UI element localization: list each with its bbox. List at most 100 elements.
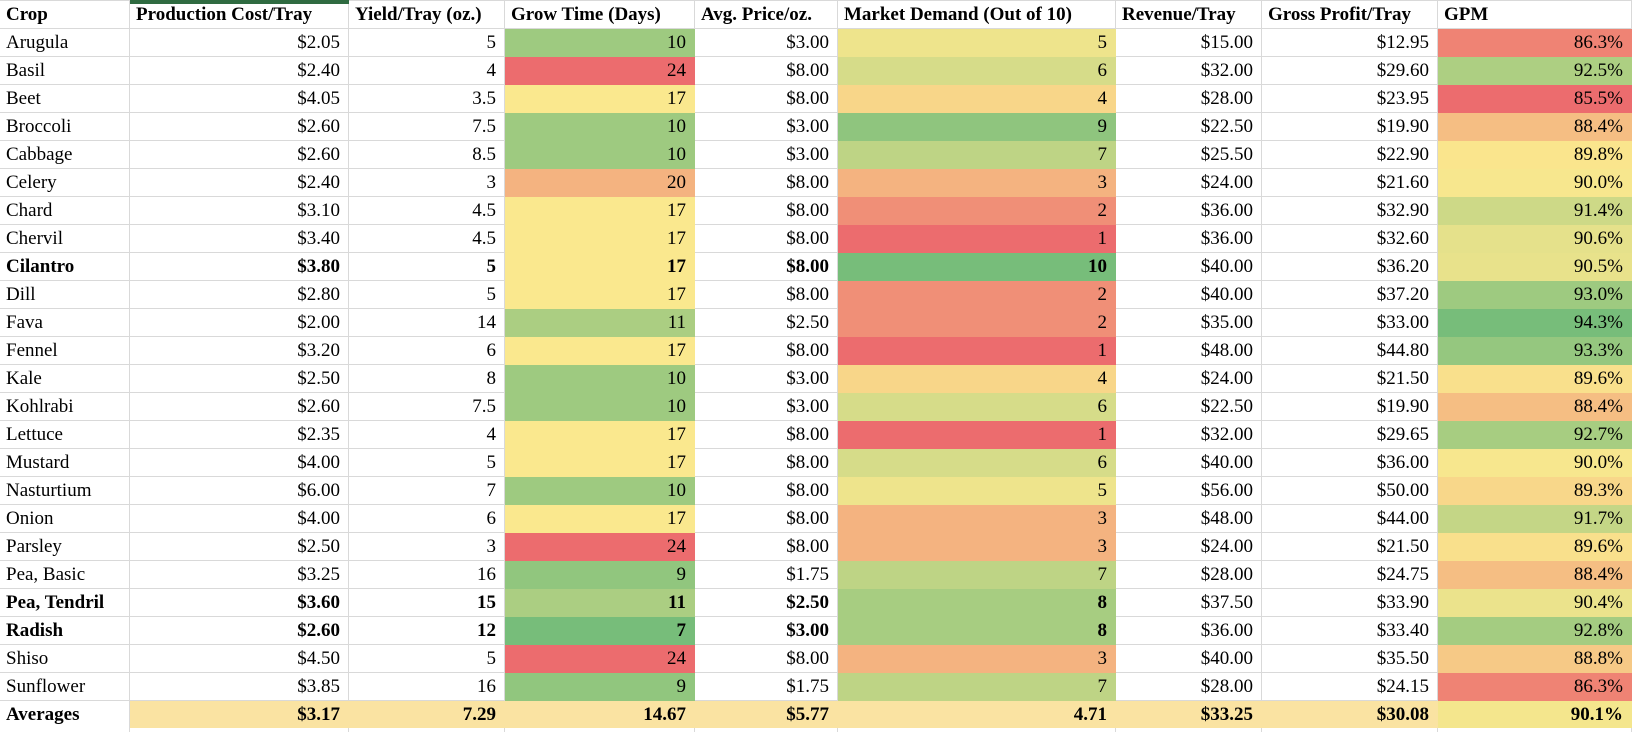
cell-revenue[interactable]: $56.00 [1116,477,1262,505]
cell-crop[interactable]: Cabbage [0,141,130,169]
cell-cost[interactable]: $3.60 [130,589,349,617]
column-header-cost[interactable]: Production Cost/Tray [130,0,349,29]
cell-profit[interactable]: $44.80 [1262,337,1438,365]
cell-gpm[interactable]: 88.4% [1438,393,1632,421]
cell-crop[interactable]: Nasturtium [0,477,130,505]
cell-price[interactable]: $8.00 [695,225,838,253]
cell-price[interactable]: $3.00 [695,393,838,421]
cell-cost[interactable]: $4.05 [130,85,349,113]
cell-price[interactable]: $8.00 [695,85,838,113]
cell-yield[interactable]: 6 [349,337,505,365]
cell-grow[interactable]: 10 [505,141,695,169]
cell-gpm[interactable]: 93.3% [1438,337,1632,365]
cell-revenue[interactable]: $36.00 [1116,197,1262,225]
cell-cost[interactable]: $2.60 [130,113,349,141]
cell-price[interactable]: $8.00 [695,533,838,561]
cell-yield[interactable]: 4 [349,421,505,449]
cell-price[interactable]: $3.00 [695,29,838,57]
cell-crop[interactable]: Pea, Basic [0,561,130,589]
cell-grow[interactable]: 17 [505,197,695,225]
cell-grow[interactable]: 10 [505,113,695,141]
cell-profit[interactable]: $22.90 [1262,141,1438,169]
cell-yield[interactable]: 3 [349,533,505,561]
cell-profit[interactable]: $24.75 [1262,561,1438,589]
cell-demand[interactable]: 3 [838,505,1116,533]
cell-yield[interactable]: 5 [349,449,505,477]
cell-yield[interactable]: 6 [349,505,505,533]
cell-crop[interactable]: Fava [0,309,130,337]
cell-price[interactable]: $8.00 [695,421,838,449]
cell-gpm[interactable]: 89.3% [1438,477,1632,505]
cell-cost[interactable]: $2.60 [130,617,349,645]
cell-revenue[interactable]: $32.00 [1116,57,1262,85]
cell-grow[interactable]: 17 [505,253,695,281]
cell-yield[interactable]: 5 [349,29,505,57]
cell-yield[interactable]: 15 [349,589,505,617]
cell-yield[interactable]: 7.5 [349,393,505,421]
cell-demand[interactable]: 6 [838,449,1116,477]
cell-cost[interactable]: $2.60 [130,393,349,421]
cell-cost[interactable]: $3.25 [130,561,349,589]
cell-cost[interactable]: $2.00 [130,309,349,337]
cell-yield[interactable]: 12 [349,617,505,645]
cell-cost[interactable]: $2.05 [130,29,349,57]
cell-cost[interactable]: $2.40 [130,57,349,85]
cell-demand[interactable]: 7 [838,673,1116,701]
cell-yield[interactable]: 5 [349,253,505,281]
cell-demand[interactable]: 8 [838,589,1116,617]
cell-gpm[interactable]: 86.3% [1438,673,1632,701]
cell-profit[interactable]: $29.65 [1262,421,1438,449]
cell-crop[interactable]: Beet [0,85,130,113]
cell-price[interactable]: $2.50 [695,589,838,617]
cell-cost[interactable]: $2.40 [130,169,349,197]
cell-demand[interactable]: 2 [838,281,1116,309]
cell-cost[interactable]: $3.20 [130,337,349,365]
cell-gpm[interactable]: 88.4% [1438,113,1632,141]
cell-cost[interactable]: $2.60 [130,141,349,169]
cell-revenue[interactable]: $24.00 [1116,365,1262,393]
cell-grow[interactable]: 17 [505,421,695,449]
cell-crop[interactable]: Mustard [0,449,130,477]
cell-demand[interactable]: 9 [838,113,1116,141]
cell-revenue[interactable]: $40.00 [1116,449,1262,477]
cell-price[interactable]: $3.00 [695,365,838,393]
cell-crop[interactable]: Kale [0,365,130,393]
cell-yield[interactable]: 4.5 [349,225,505,253]
cell-revenue[interactable]: $15.00 [1116,29,1262,57]
cell-crop[interactable]: Chervil [0,225,130,253]
cell-price[interactable]: $2.50 [695,309,838,337]
cell-grow[interactable]: 24 [505,645,695,673]
cell-profit[interactable]: $29.60 [1262,57,1438,85]
cell-demand[interactable]: 8 [838,617,1116,645]
cell-profit[interactable]: $24.15 [1262,673,1438,701]
cell-profit[interactable]: $35.50 [1262,645,1438,673]
cell-yield[interactable]: 5 [349,281,505,309]
column-header-revenue[interactable]: Revenue/Tray [1116,0,1262,29]
cell-average-price[interactable]: $5.77 [695,701,838,729]
cell-profit[interactable]: $33.90 [1262,589,1438,617]
cell-gpm[interactable]: 90.5% [1438,253,1632,281]
cell-gpm[interactable]: 90.0% [1438,169,1632,197]
cell-average-revenue[interactable]: $33.25 [1116,701,1262,729]
cell-price[interactable]: $3.00 [695,141,838,169]
cell-revenue[interactable]: $28.00 [1116,673,1262,701]
cell-demand[interactable]: 2 [838,309,1116,337]
cell-gpm[interactable]: 90.4% [1438,589,1632,617]
cell-profit[interactable]: $21.50 [1262,533,1438,561]
cell-grow[interactable]: 24 [505,533,695,561]
cell-cost[interactable]: $4.00 [130,449,349,477]
cell-demand[interactable]: 7 [838,561,1116,589]
cell-crop[interactable]: Shiso [0,645,130,673]
cell-price[interactable]: $1.75 [695,561,838,589]
cell-revenue[interactable]: $24.00 [1116,169,1262,197]
cell-grow[interactable]: 7 [505,617,695,645]
cell-revenue[interactable]: $40.00 [1116,645,1262,673]
cell-cost[interactable]: $4.50 [130,645,349,673]
cell-yield[interactable]: 7 [349,477,505,505]
cell-demand[interactable]: 5 [838,477,1116,505]
cell-yield[interactable]: 3 [349,169,505,197]
cell-profit[interactable]: $32.60 [1262,225,1438,253]
cell-profit[interactable]: $33.00 [1262,309,1438,337]
cell-gpm[interactable]: 92.8% [1438,617,1632,645]
cell-grow[interactable]: 17 [505,281,695,309]
